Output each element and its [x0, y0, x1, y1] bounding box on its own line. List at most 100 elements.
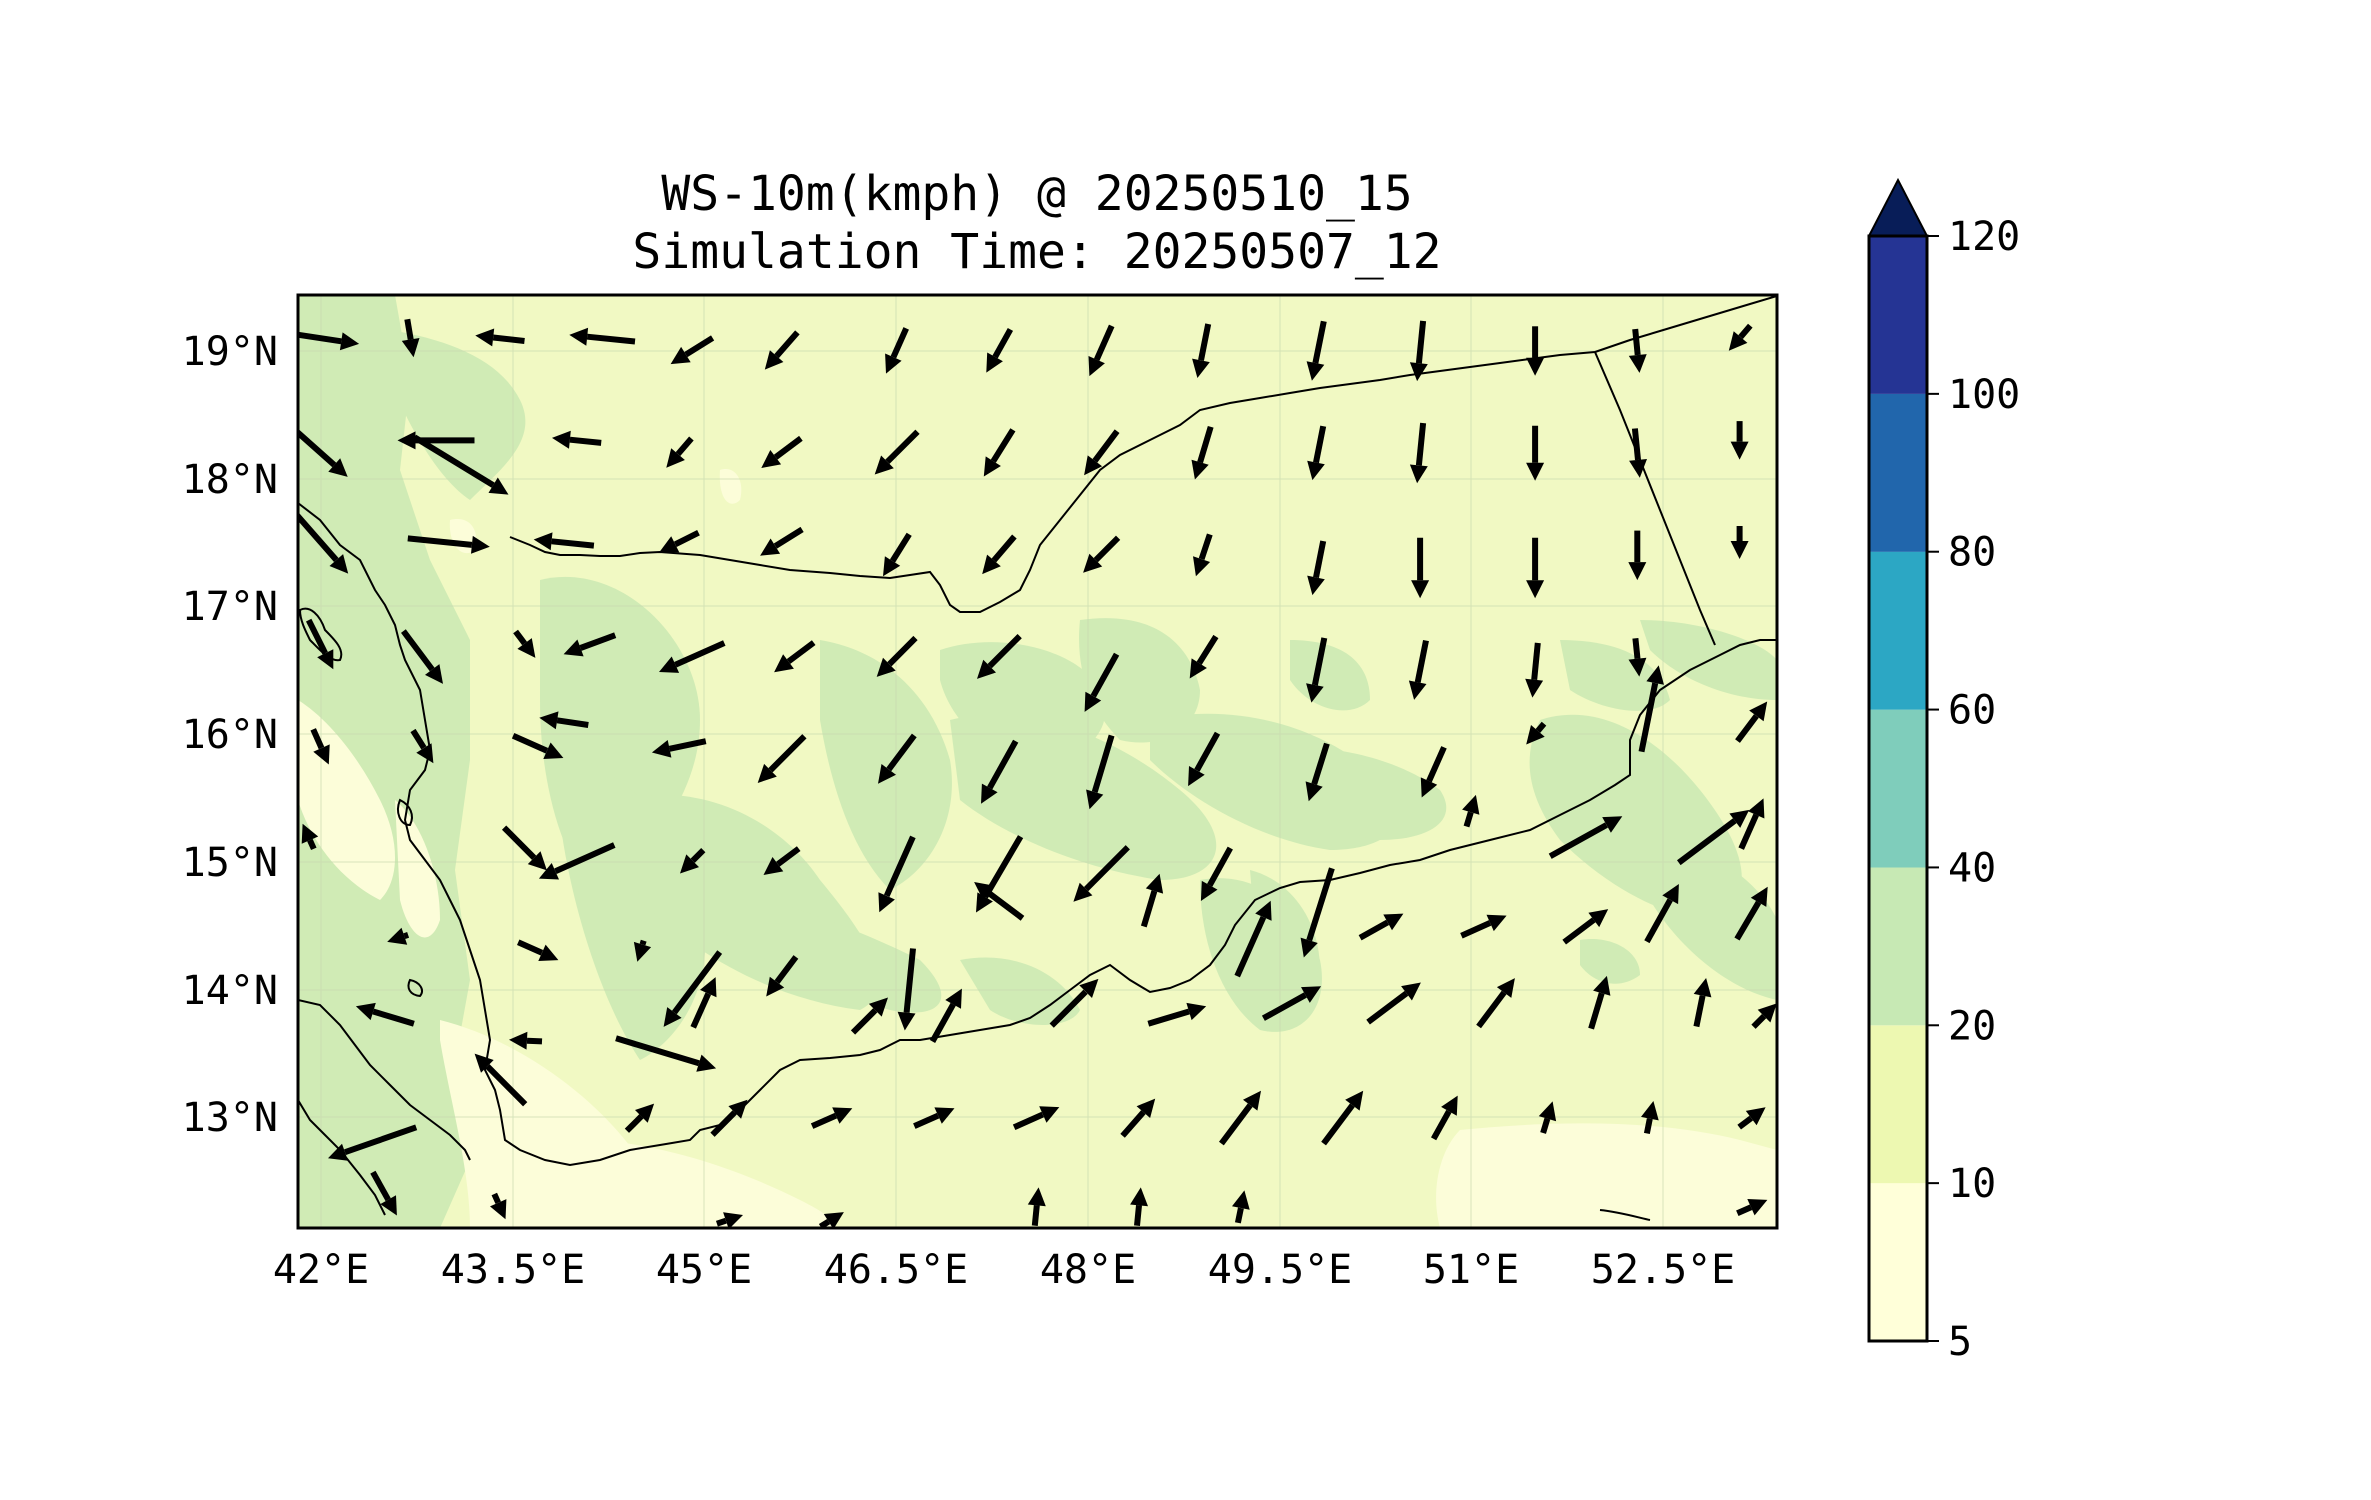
wind-arrow-head [1027, 1187, 1046, 1207]
wind-arrow-shaft [1460, 920, 1492, 939]
wind-arrow-head [659, 536, 680, 553]
wind-arrow-head [1200, 880, 1218, 901]
wind-arrow-head [1526, 725, 1545, 745]
colorbar-band [1869, 867, 1927, 1026]
wind-arrow [387, 927, 410, 945]
wind-arrow-head [1191, 459, 1209, 480]
wind-arrow-shaft [1093, 535, 1121, 563]
wind-arrow-head [1073, 882, 1093, 902]
wind-arrow-shaft [516, 939, 544, 956]
wind-arrow-head [425, 664, 443, 684]
wind-arrow [1751, 1003, 1777, 1029]
wind-arrow-shaft [1234, 1207, 1244, 1224]
wind-arrow-head [387, 927, 408, 945]
wind-arrow [490, 1192, 507, 1220]
wind-arrow-head [1345, 1090, 1364, 1111]
wind-arrow [1677, 809, 1750, 866]
colorbar-labels: 5 10 20 40 60 80 100 120 [1927, 214, 2020, 1365]
wind-arrow-head [1192, 358, 1210, 378]
wind-arrow-head [700, 977, 717, 998]
wind-arrow [615, 1035, 717, 1072]
wind-arrow [1736, 1199, 1768, 1217]
wind-arrow-shaft [1083, 845, 1130, 892]
wind-arrow-shaft [1476, 990, 1507, 1029]
wind-arrow-head [878, 764, 896, 784]
wind-arrow-shaft [1366, 990, 1409, 1025]
wind-arrow-head [823, 1212, 844, 1228]
lat-tick-label: 16°N [182, 712, 278, 758]
wind-arrow-shaft [556, 717, 589, 728]
wind-arrow [1628, 328, 1647, 373]
wind-arrow-shaft [1140, 890, 1158, 928]
wind-arrow-shaft [1196, 634, 1219, 665]
wind-arrow [624, 1103, 655, 1133]
wind-arrow-shaft [551, 538, 595, 549]
wind-arrow [876, 635, 918, 677]
wind-arrow-shaft [1313, 425, 1327, 464]
wind-arrow [757, 734, 807, 783]
wind-arrow-head [509, 1031, 528, 1050]
wind-arrow-head [397, 431, 416, 450]
wind-arrow-head [1629, 459, 1647, 478]
wind-arrow [1735, 701, 1768, 743]
wind-arrow [977, 633, 1022, 679]
wind-arrow-shaft [1643, 1118, 1653, 1134]
wind-arrow [883, 532, 912, 577]
wind-arrow-shaft [1414, 640, 1429, 683]
colorbar-level-label: 40 [1948, 845, 1996, 891]
wind-arrow-head [563, 639, 584, 657]
wind-arrow-head [883, 556, 901, 577]
lon-tick-label: 43.5°E [441, 1247, 586, 1293]
wind-arrow-shaft [1632, 637, 1641, 660]
wind-arrow-shaft [1677, 818, 1737, 866]
wind-arrow-shaft [307, 838, 317, 851]
wind-arrow-shaft [404, 318, 414, 340]
wind-arrow-shaft [913, 1112, 940, 1129]
wind-arrow [1526, 537, 1545, 599]
wind-arrow-shaft [818, 1219, 831, 1228]
wind-arrow-shaft [810, 1112, 838, 1129]
wind-arrow [1147, 1002, 1207, 1027]
colorbar-frame [1867, 234, 1929, 1343]
wind-arrow [401, 318, 420, 358]
wind-arrow-head [1646, 665, 1664, 685]
wind-arrow-shaft [1644, 898, 1673, 944]
lon-tick-label: 42°E [273, 1247, 369, 1293]
wind-arrow [511, 732, 564, 759]
colorbar-bands [1869, 236, 1927, 1341]
wind-arrow [1140, 873, 1164, 928]
wind-arrow [1526, 326, 1545, 376]
wind-arrow-head [1189, 658, 1207, 679]
wind-arrow-shaft [1090, 652, 1120, 698]
wind-arrow [563, 632, 617, 657]
wind-arrow-head [974, 882, 994, 900]
wind-arrow-shaft [886, 733, 917, 772]
wind-arrow [1200, 846, 1233, 901]
lon-tick-label: 45°E [656, 1247, 752, 1293]
wind-arrow-shaft [501, 825, 537, 860]
wind-arrow-shaft [674, 640, 726, 668]
wind-arrow-shaft [615, 1035, 700, 1067]
wind-arrow [1084, 652, 1120, 712]
wind-arrow [1189, 634, 1219, 679]
wind-arrow [1644, 884, 1679, 944]
wind-arrow-head [1305, 781, 1323, 802]
map-title: WS-10m(kmph) @ 20250510_15 [661, 166, 1412, 222]
wind-arrow [1738, 798, 1765, 850]
wind-arrow [306, 618, 334, 670]
wind-arrow-head [1188, 766, 1205, 787]
wind-arrow [1525, 642, 1544, 698]
wind-arrow-shaft [1091, 734, 1115, 793]
lat-tick-label: 18°N [182, 457, 278, 503]
wind-arrow-shaft [1463, 811, 1474, 828]
colorbar-band [1869, 1183, 1927, 1341]
wind-arrow-head [1588, 909, 1609, 928]
wind-arrow-head [986, 352, 1003, 373]
wind-arrow-head [766, 976, 785, 997]
wind-arrow [1629, 428, 1647, 478]
wind-arrow-head [313, 744, 330, 765]
wind-arrow-shaft [1736, 1204, 1753, 1217]
wind-arrow [1409, 422, 1428, 484]
wind-arrow-head [659, 656, 680, 673]
